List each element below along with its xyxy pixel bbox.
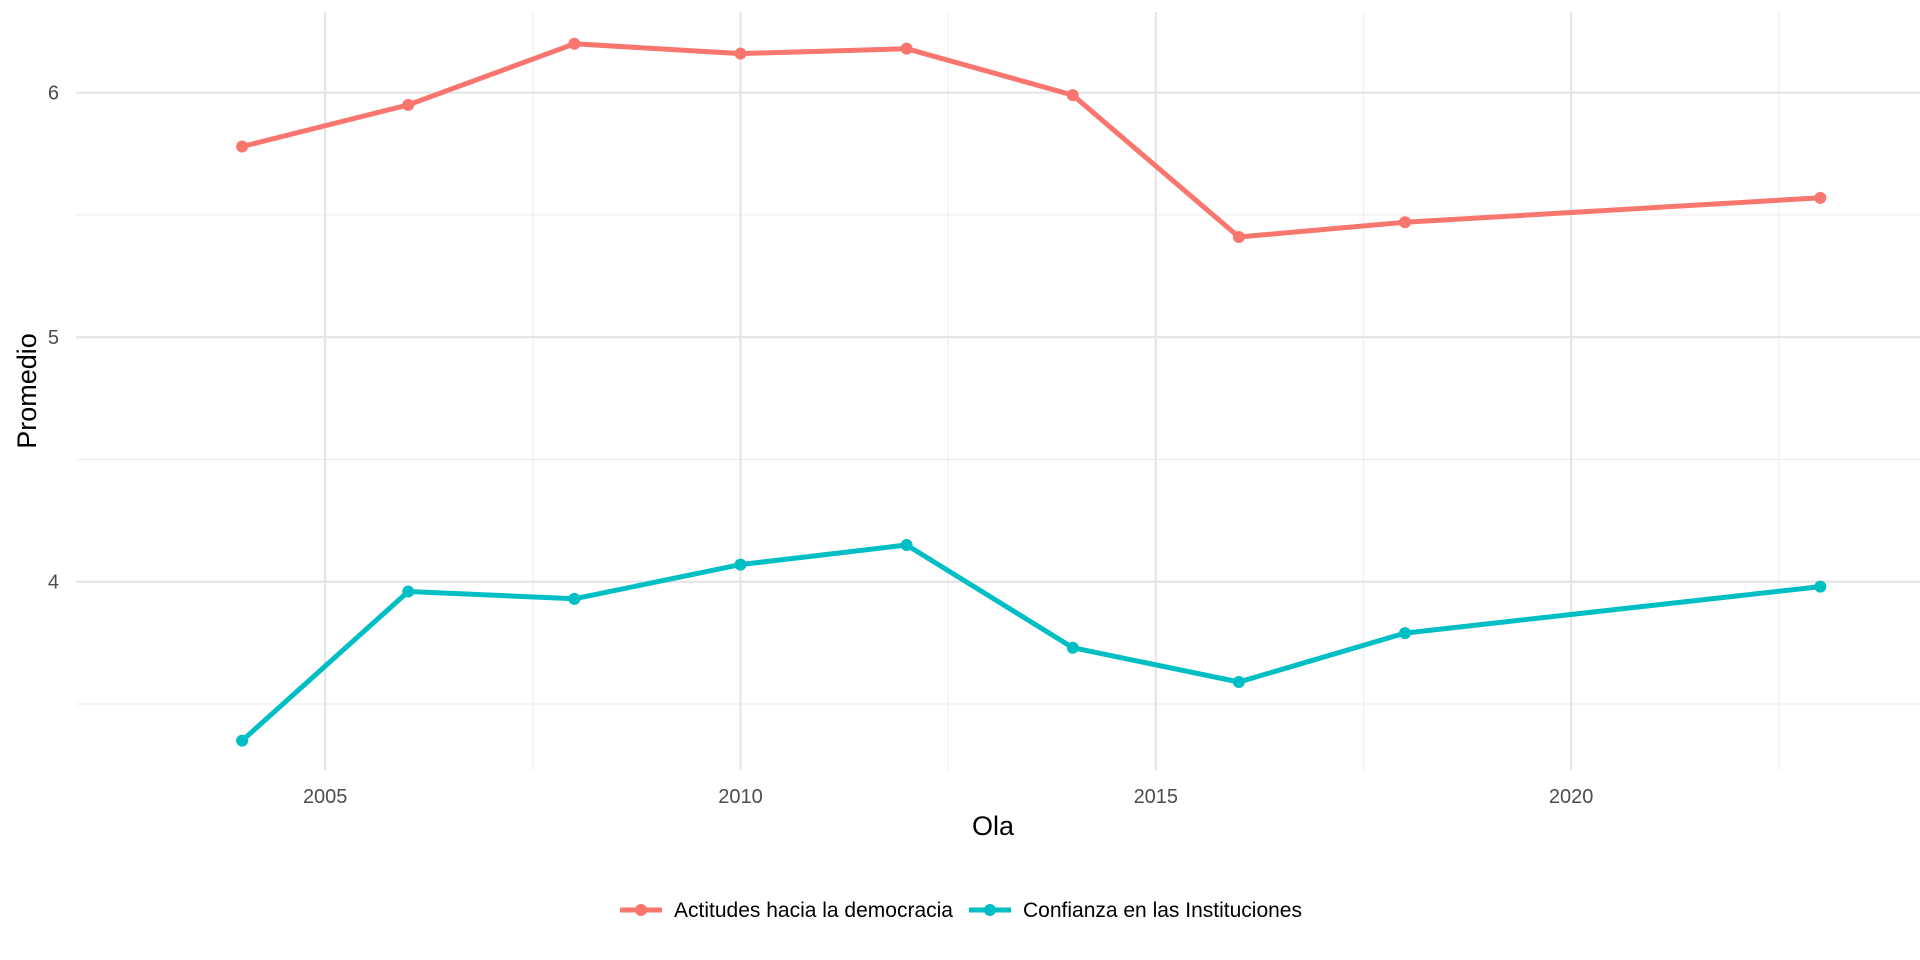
x-tick-label: 2010 (718, 786, 763, 808)
legend-label: Actitudes hacia la democracia (674, 899, 953, 922)
data-point (1814, 580, 1827, 593)
y-tick-label: 4 (48, 572, 59, 594)
x-axis-ticks: 2005 2010 2015 2020 (303, 786, 1593, 808)
data-point (236, 734, 249, 747)
legend: Actitudes hacia la democracia Confianza e… (620, 899, 1302, 922)
data-point (568, 592, 581, 605)
y-axis-title: Promedio (12, 333, 42, 449)
data-point (1399, 216, 1412, 229)
data-point (734, 47, 747, 60)
series-1 (236, 37, 1827, 243)
data-point (734, 558, 747, 571)
data-point (900, 42, 913, 55)
y-tick-label: 6 (48, 83, 59, 105)
data-point (402, 585, 415, 598)
legend-entry: Confianza en las Instituciones (968, 899, 1302, 922)
y-axis-ticks: 4 5 6 (48, 83, 59, 594)
series-layer (236, 37, 1827, 747)
data-point (1066, 89, 1079, 102)
data-point (1399, 627, 1412, 640)
series-2 (236, 539, 1827, 747)
series-line (239, 41, 1823, 240)
data-point (1066, 641, 1079, 654)
legend-entry: Actitudes hacia la democracia (620, 899, 953, 922)
data-point (900, 539, 913, 552)
legend-key-point (635, 904, 648, 916)
grid (76, 12, 1920, 770)
x-tick-label: 2020 (1549, 786, 1594, 808)
data-point (568, 37, 581, 50)
data-point (1814, 191, 1827, 204)
y-tick-label: 5 (48, 327, 59, 349)
x-tick-label: 2005 (303, 786, 348, 808)
data-point (1232, 230, 1245, 243)
x-tick-label: 2015 (1134, 786, 1179, 808)
data-point (1232, 675, 1245, 688)
x-axis-title: Ola (972, 811, 1015, 841)
legend-label: Confianza en las Instituciones (1023, 899, 1302, 922)
legend-key-point (983, 904, 996, 916)
data-point (236, 140, 249, 153)
series-line (239, 542, 1823, 744)
data-point (402, 98, 415, 111)
